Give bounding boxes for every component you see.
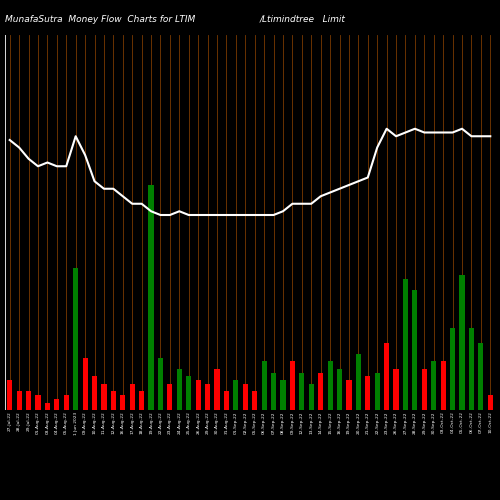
Bar	[308, 384, 314, 410]
Bar	[488, 395, 493, 410]
Bar	[252, 391, 258, 410]
Bar	[290, 361, 295, 410]
Bar	[26, 391, 31, 410]
Bar	[374, 372, 380, 410]
Bar	[102, 384, 106, 410]
Bar	[45, 402, 50, 410]
Bar	[280, 380, 285, 410]
Text: MunafaSutra  Money Flow  Charts for LTIM: MunafaSutra Money Flow Charts for LTIM	[5, 15, 195, 24]
Bar	[186, 376, 192, 410]
Bar	[158, 358, 163, 410]
Bar	[92, 376, 97, 410]
Bar	[73, 268, 78, 410]
Bar	[120, 395, 126, 410]
Bar	[7, 380, 12, 410]
Bar	[346, 380, 352, 410]
Bar	[139, 391, 144, 410]
Bar	[299, 372, 304, 410]
Bar	[469, 328, 474, 410]
Bar	[328, 361, 332, 410]
Bar	[196, 380, 201, 410]
Bar	[337, 368, 342, 410]
Bar	[168, 384, 172, 410]
Bar	[16, 391, 21, 410]
Bar	[450, 328, 455, 410]
Bar	[271, 372, 276, 410]
Bar	[214, 368, 220, 410]
Bar	[365, 376, 370, 410]
Bar	[148, 185, 154, 410]
Bar	[205, 384, 210, 410]
Bar	[356, 354, 361, 410]
Bar	[54, 398, 60, 410]
Bar	[111, 391, 116, 410]
Bar	[234, 380, 238, 410]
Bar	[82, 358, 87, 410]
Bar	[36, 395, 41, 410]
Bar	[130, 384, 135, 410]
Bar	[431, 361, 436, 410]
Bar	[422, 368, 427, 410]
Bar	[460, 275, 464, 410]
Bar	[64, 395, 69, 410]
Bar	[176, 368, 182, 410]
Text: /Ltimindtree   Limit: /Ltimindtree Limit	[260, 15, 346, 24]
Bar	[478, 342, 484, 410]
Bar	[318, 372, 324, 410]
Bar	[394, 368, 398, 410]
Bar	[384, 342, 389, 410]
Bar	[412, 290, 418, 410]
Bar	[262, 361, 266, 410]
Bar	[403, 278, 408, 410]
Bar	[440, 361, 446, 410]
Bar	[224, 391, 229, 410]
Bar	[242, 384, 248, 410]
